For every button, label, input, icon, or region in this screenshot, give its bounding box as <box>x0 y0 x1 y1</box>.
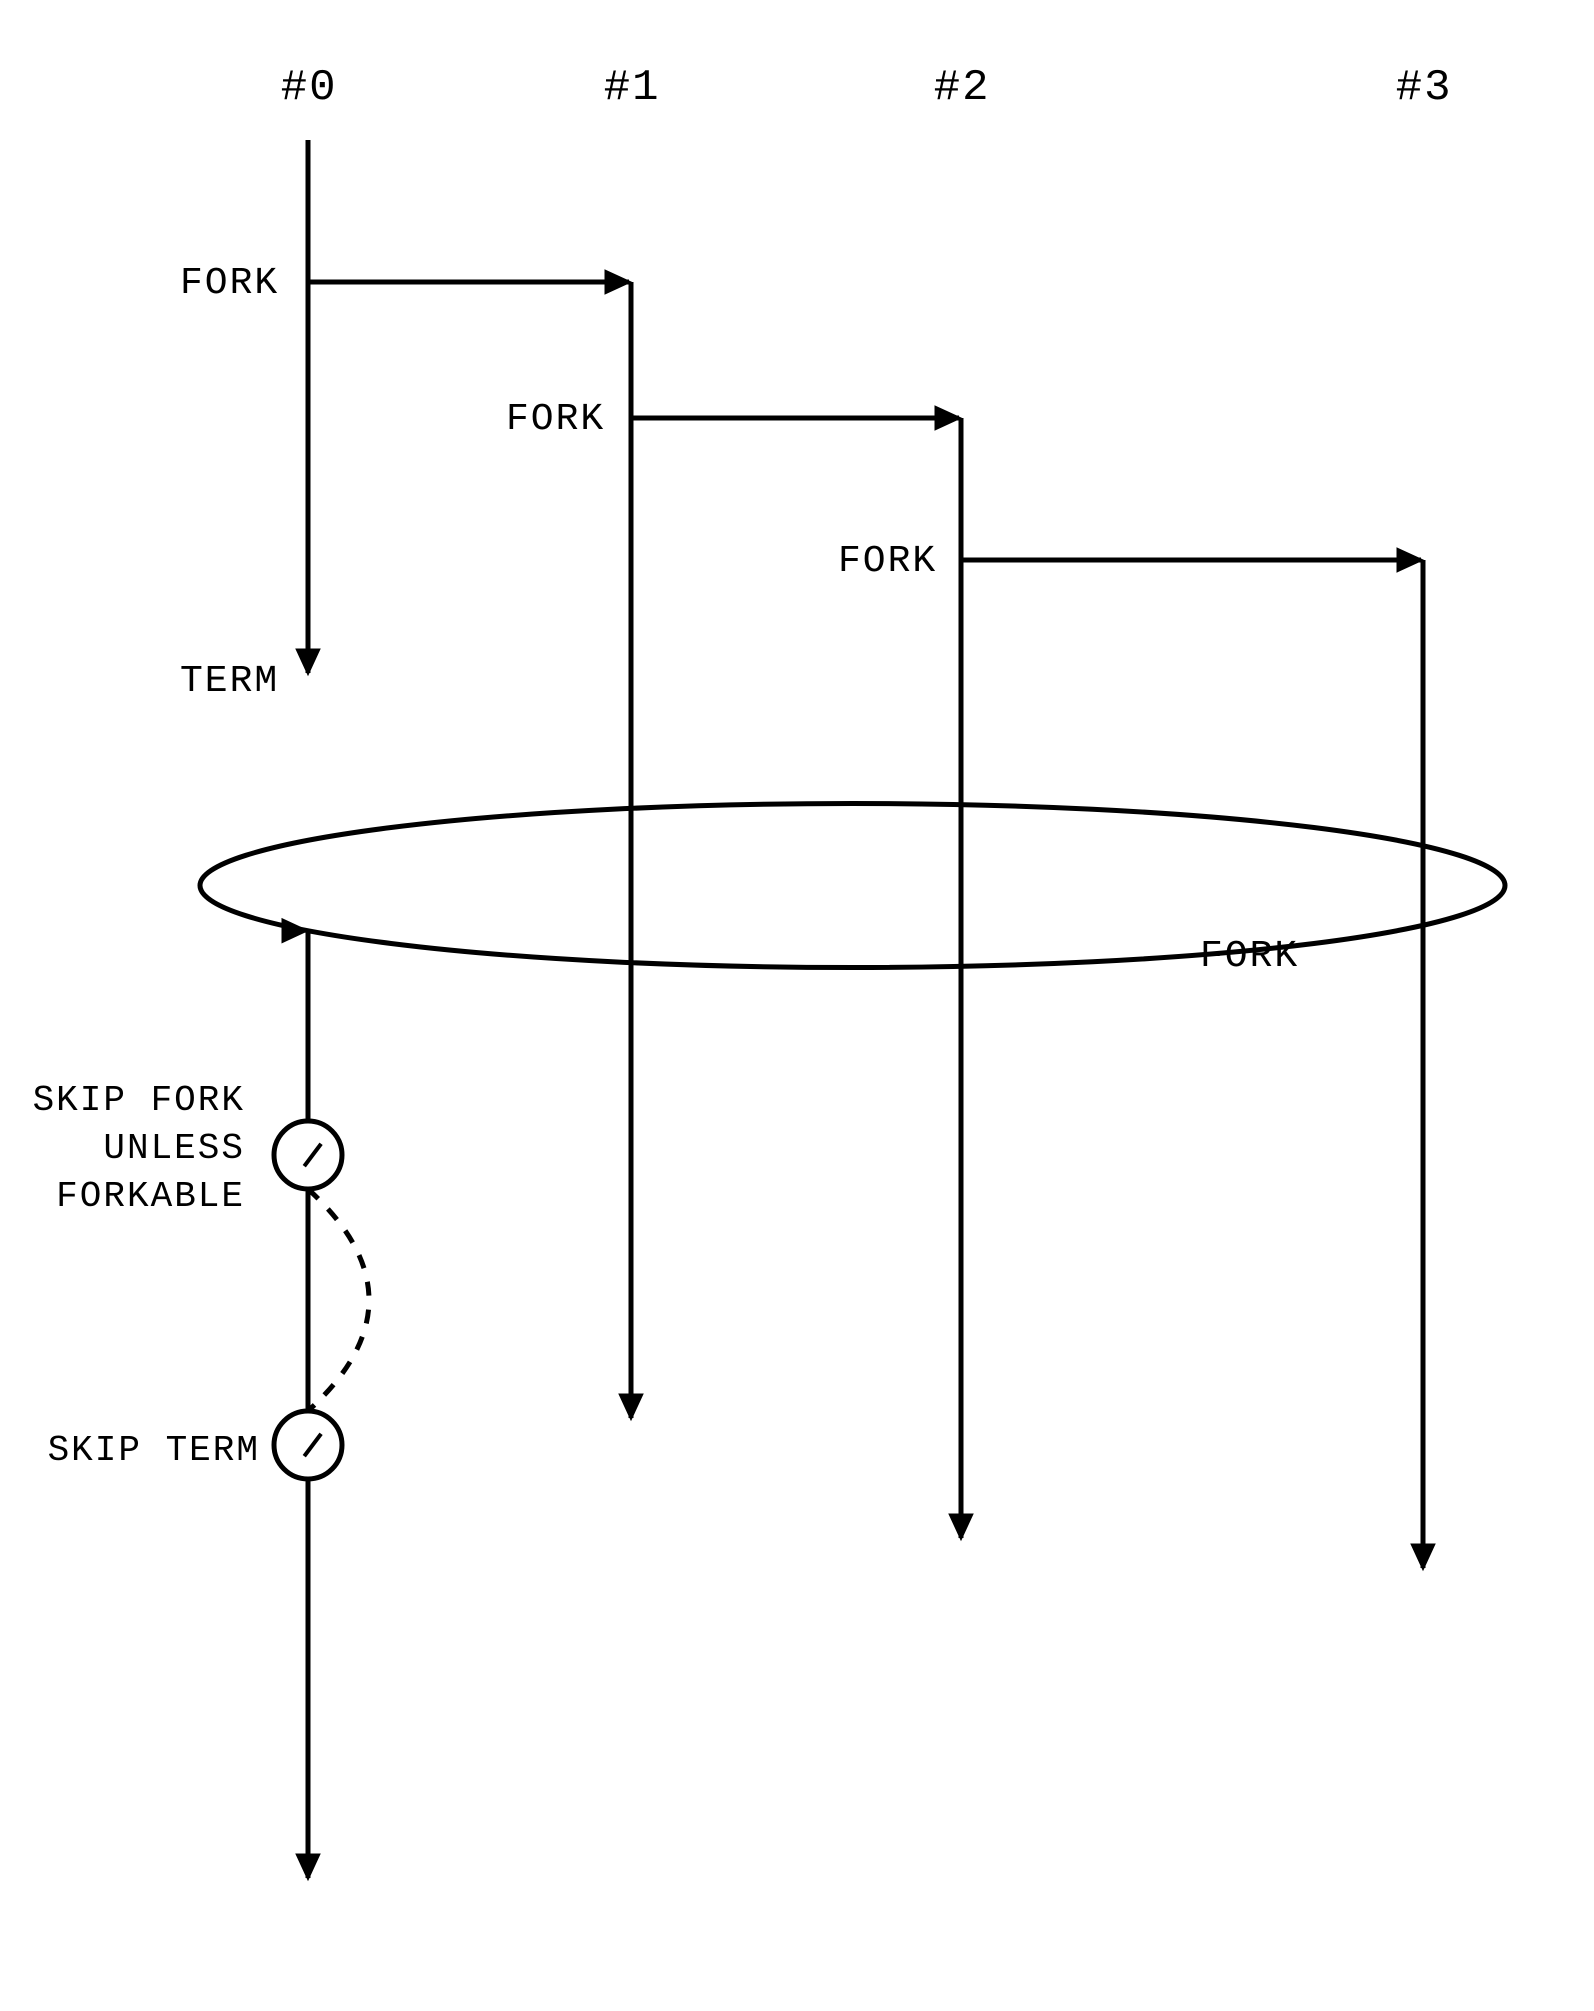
skip-fork-label-line0: SKIP FORK <box>33 1080 245 1121</box>
column-header-c2: #2 <box>934 63 991 113</box>
diagram-canvas: #0 #1 #2 #3 FORK FORK FORK TERM FORK SKIP FORK UNL… <box>0 0 1594 2011</box>
skip-node-sk1 <box>274 1121 342 1189</box>
arrow-head <box>1411 1544 1435 1570</box>
column-header-c3: #3 <box>1396 63 1453 113</box>
skip-node-sk2 <box>274 1411 342 1479</box>
arrow-head <box>282 919 308 943</box>
skip-term-label: SKIP TERM <box>48 1430 260 1471</box>
skip-fork-label-line1: UNLESS <box>103 1128 245 1169</box>
term-label: TERM <box>180 660 279 703</box>
column-header-c0: #0 <box>281 63 338 113</box>
fork-label-f01: FORK <box>180 262 279 305</box>
wrap-fork-bottom <box>200 886 1505 968</box>
arrow-head <box>935 406 961 430</box>
wrap-fork-top <box>200 804 1505 886</box>
skip-fork-label-line2: FORKABLE <box>56 1176 245 1217</box>
skip-arc <box>308 1189 369 1411</box>
wrap-fork-label: FORK <box>1200 935 1299 978</box>
arrow-head <box>605 270 631 294</box>
arrow-head <box>296 1854 320 1880</box>
arrow-head <box>949 1514 973 1540</box>
arrow-head <box>619 1394 643 1420</box>
fork-label-f12: FORK <box>506 398 605 441</box>
arrow-head <box>296 649 320 675</box>
fork-label-f23: FORK <box>838 540 937 583</box>
arrow-head <box>1397 548 1423 572</box>
column-header-c1: #1 <box>604 63 661 113</box>
